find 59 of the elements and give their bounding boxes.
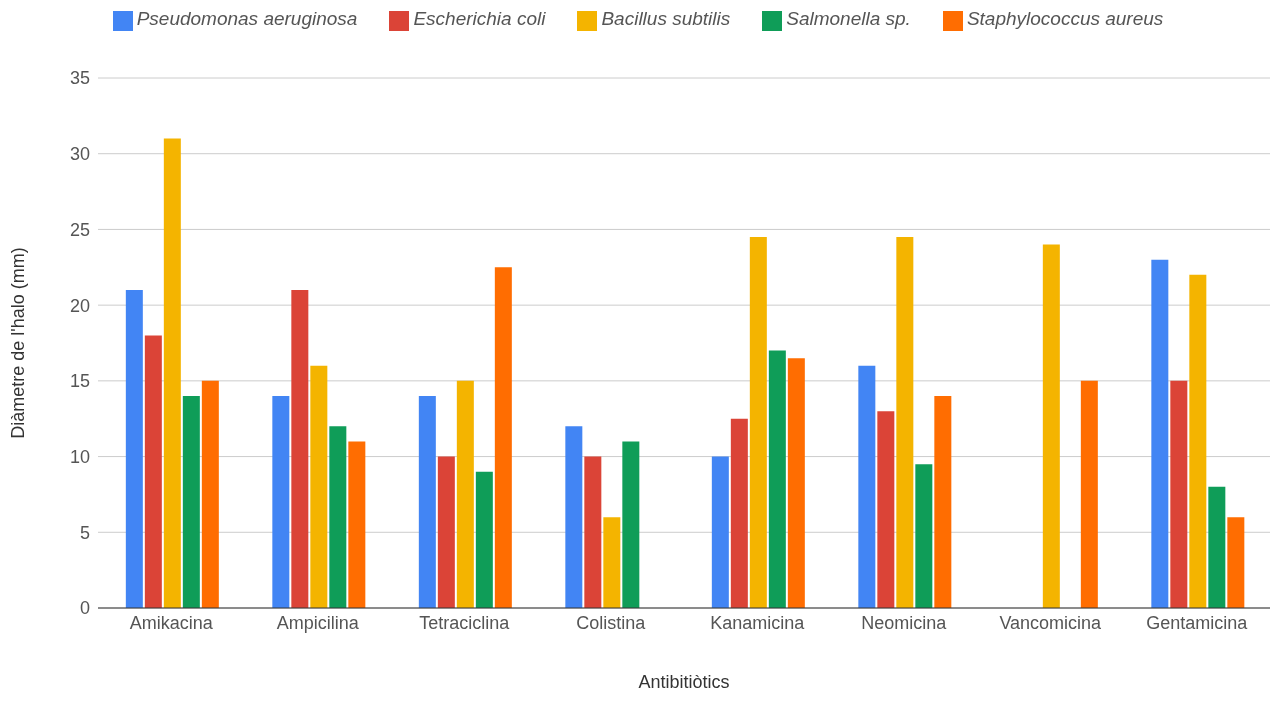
bar: [1208, 486, 1226, 608]
legend-label: Pseudomonas aeruginosa: [136, 8, 358, 29]
x-axis-title: Antibitiòtics: [638, 672, 730, 692]
x-tick-label: Neomicina: [861, 612, 948, 633]
bar: [622, 441, 640, 608]
bar: [768, 350, 786, 608]
bar: [1189, 274, 1207, 608]
y-tick-label: 25: [69, 219, 90, 240]
y-tick-label: 15: [69, 371, 90, 392]
bar: [201, 380, 219, 608]
bar: [603, 517, 621, 608]
bar: [915, 464, 933, 608]
y-tick-label: 0: [79, 598, 90, 619]
bar: [456, 380, 474, 608]
bar: [329, 426, 347, 608]
bar: [272, 396, 290, 608]
x-tick-label: Colistina: [576, 612, 647, 633]
x-tick-label: Amikacina: [129, 612, 214, 633]
bar: [494, 267, 512, 608]
bar: [182, 396, 200, 608]
bar: [310, 365, 328, 608]
bar: [787, 358, 805, 608]
y-tick-label: 5: [79, 522, 90, 543]
bar: [437, 456, 455, 608]
bar: [934, 396, 952, 608]
bar: [749, 237, 767, 608]
bar: [584, 456, 602, 608]
x-tick-label: Gentamicina: [1146, 612, 1249, 633]
y-tick-label: 10: [69, 446, 90, 467]
x-tick-label: Tetraciclina: [419, 612, 511, 633]
bar: [711, 456, 729, 608]
bar: [418, 396, 436, 608]
y-axis-title: Diàmetre de l'halo (mm): [8, 247, 29, 439]
bar: [565, 426, 583, 608]
x-tick-label: Ampicilina: [276, 612, 360, 633]
bar: [877, 411, 895, 608]
bar: [291, 290, 309, 608]
bar: [1080, 380, 1098, 608]
bar: [1227, 517, 1245, 608]
y-tick-label: 35: [69, 68, 90, 89]
bar: [1151, 259, 1169, 608]
y-tick-label: 30: [69, 144, 90, 165]
y-tick-label: 20: [69, 295, 90, 316]
legend-label: Bacillus subtilis: [601, 8, 731, 29]
x-tick-label: Vancomicina: [999, 612, 1103, 633]
legend-label: Staphylococcus aureus: [966, 8, 1164, 29]
bar: [348, 441, 366, 608]
legend-label: Escherichia coli: [413, 8, 546, 29]
bar: [475, 471, 493, 608]
bar: [730, 418, 748, 608]
bar: [125, 290, 143, 608]
x-tick-label: Kanamicina: [710, 612, 806, 633]
bar: [1170, 380, 1188, 608]
bar: [163, 138, 181, 608]
legend-label: Salmonella sp.: [786, 8, 911, 29]
bar: [1042, 244, 1060, 608]
bar: [144, 335, 162, 608]
bar: [896, 237, 914, 608]
bar: [858, 365, 876, 608]
